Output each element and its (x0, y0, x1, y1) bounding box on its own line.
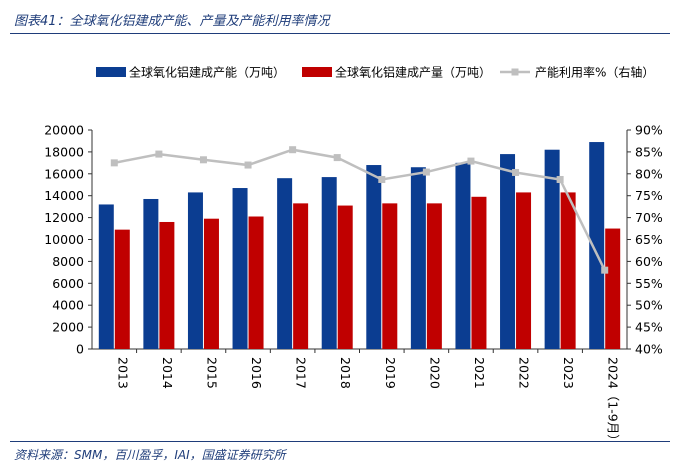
y-left-tick-label: 4000 (52, 298, 84, 313)
y-left-tick-label: 8000 (52, 254, 84, 269)
x-tick-label: 2022 (517, 357, 532, 389)
utilization-point (155, 150, 163, 158)
utilization-line (110, 146, 609, 274)
utilization-point (199, 156, 207, 164)
legend-swatch (302, 67, 332, 77)
x-tick-label: 2013 (115, 357, 130, 389)
output-bar (248, 216, 264, 349)
utilization-point (556, 175, 564, 183)
utilization-point (378, 175, 386, 183)
legend-output: 全球氧化铝建成产量（万吨） (302, 65, 491, 80)
output-bar (471, 196, 487, 349)
legend-label: 产能利用率%（右轴） (535, 65, 654, 80)
output-bar (203, 218, 219, 349)
legend-capacity: 全球氧化铝建成产能（万吨） (96, 65, 285, 80)
utilization-point (601, 266, 609, 274)
bars (98, 142, 621, 349)
x-tick-label: 2023 (561, 357, 576, 389)
x-tick-label: 2018 (338, 357, 353, 389)
utilization-point (512, 168, 520, 176)
output-bar (382, 203, 398, 349)
capacity-bar (544, 149, 560, 349)
utilization-point (422, 168, 430, 176)
output-bar (114, 229, 130, 349)
legend-swatch (96, 67, 126, 77)
tick-labels: 0 2000 4000 6000 8000 10000 12000 14000 16000 180… (44, 123, 663, 447)
utilization-line-path (114, 148, 606, 271)
y-left-tick-label: 20000 (44, 123, 84, 138)
capacity-bar (321, 177, 337, 349)
utilization-point (333, 154, 341, 162)
y-right-tick-label: 60% (635, 254, 663, 269)
y-right-tick-label: 45% (635, 320, 663, 335)
utilization-point (110, 159, 118, 167)
x-tick-label: 2014 (160, 357, 175, 389)
capacity-bar (500, 154, 516, 349)
capacity-bar (143, 198, 159, 349)
capacity-bar (455, 162, 471, 349)
y-left-tick-label: 12000 (44, 210, 84, 225)
output-bar (337, 205, 353, 349)
legend-marker (511, 68, 519, 76)
y-right-tick-label: 65% (635, 232, 663, 247)
output-bar (159, 221, 175, 349)
y-left-tick-label: 10000 (44, 232, 84, 247)
utilization-point (244, 161, 252, 169)
output-bar (426, 203, 442, 349)
x-tick-label: 2024（1-9月） (606, 357, 621, 447)
y-left-tick-label: 0 (76, 342, 84, 357)
capacity-bar (277, 178, 293, 349)
output-bar (516, 192, 532, 349)
source-divider (10, 441, 670, 442)
capacity-bar (366, 165, 382, 349)
x-tick-label: 2016 (249, 357, 264, 389)
figure-title: 图表41：全球氧化铝建成产能、产量及产能利用率情况 (14, 14, 330, 29)
source-note: 资料来源：SMM，百川盈孚，IAI，国盛证券研究所 (14, 448, 286, 462)
capacity-bar (589, 142, 605, 349)
y-left-tick-label: 18000 (44, 144, 84, 159)
x-tick-label: 2017 (294, 357, 309, 389)
y-right-tick-label: 75% (635, 188, 663, 203)
y-left-tick-label: 6000 (52, 276, 84, 291)
output-bar (560, 192, 576, 349)
utilization-point (289, 146, 297, 154)
y-left-tick-label: 14000 (44, 188, 84, 203)
legend: 全球氧化铝建成产能（万吨） 全球氧化铝建成产量（万吨） 产能利用率%（右轴） (96, 65, 654, 80)
y-right-tick-label: 55% (635, 276, 663, 291)
y-right-tick-label: 70% (635, 210, 663, 225)
y-right-tick-label: 90% (635, 123, 663, 138)
legend-label: 全球氧化铝建成产能（万吨） (129, 65, 285, 80)
capacity-bar (187, 192, 203, 349)
axes (88, 129, 631, 353)
y-right-tick-label: 50% (635, 298, 663, 313)
y-right-tick-label: 80% (635, 166, 663, 181)
x-tick-label: 2020 (427, 357, 442, 389)
x-tick-label: 2015 (204, 357, 219, 389)
y-left-tick-label: 16000 (44, 166, 84, 181)
utilization-point (467, 157, 475, 165)
y-left-tick-label: 2000 (52, 320, 84, 335)
y-right-tick-label: 40% (635, 342, 663, 357)
y-right-tick-label: 85% (635, 144, 663, 159)
capacity-bar (410, 167, 426, 349)
output-bar (293, 203, 309, 349)
output-bar (605, 228, 621, 349)
x-tick-label: 2019 (383, 357, 398, 389)
capacity-bar (232, 188, 248, 349)
legend-utilization: 产能利用率%（右轴） (500, 65, 654, 80)
legend-label: 全球氧化铝建成产量（万吨） (335, 65, 491, 80)
capacity-bar (98, 204, 114, 349)
title-divider (10, 33, 670, 34)
x-tick-label: 2021 (472, 357, 487, 389)
